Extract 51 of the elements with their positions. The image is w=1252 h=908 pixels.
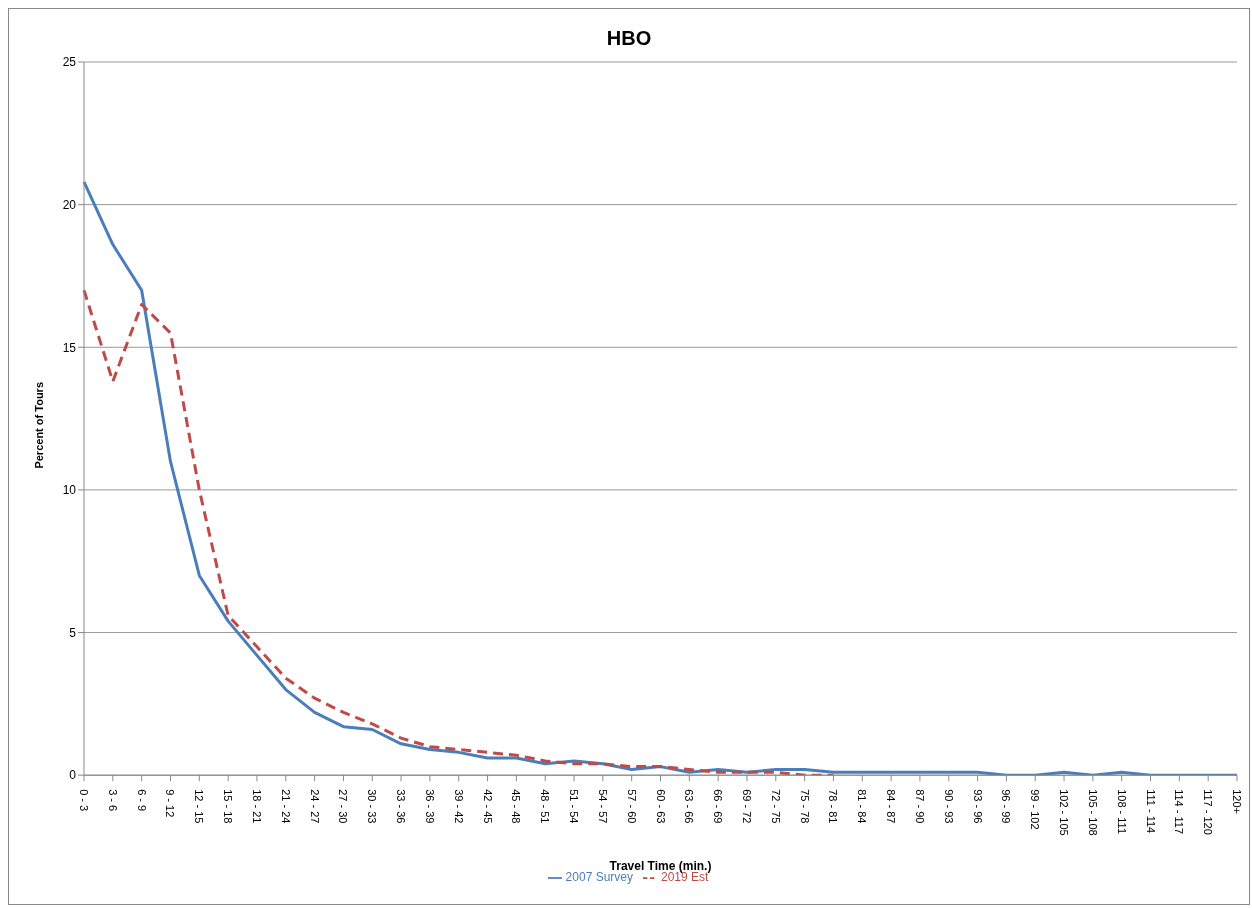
- y-tick-label: 10: [62, 483, 77, 498]
- legend-label: 2007 Survey: [565, 870, 633, 885]
- x-tick-label: 108 - 111: [1115, 789, 1128, 835]
- x-tick-label: 87 - 90: [913, 789, 926, 824]
- x-tick-label: 84 - 87: [885, 789, 898, 824]
- x-tick-label: 15 - 18: [222, 789, 235, 824]
- x-tick-label: 75 - 78: [798, 789, 811, 824]
- y-tick-label: 0: [69, 768, 77, 783]
- x-tick-label: 12 - 15: [193, 789, 206, 824]
- line-series: [82, 288, 835, 776]
- y-axis-title: Percent of Tours: [32, 381, 45, 469]
- x-tick-label: 96 - 99: [1000, 789, 1013, 824]
- x-tick-label: 69 - 72: [740, 789, 753, 824]
- x-tick-label: 54 - 57: [596, 789, 609, 824]
- x-tick-label: 9 - 12: [164, 789, 177, 818]
- chart-title: HBO: [605, 27, 653, 50]
- x-tick-label: 120+: [1231, 789, 1243, 814]
- x-tick-label: 78 - 81: [827, 789, 840, 824]
- x-tick-label: 24 - 27: [308, 789, 321, 824]
- x-tick-label: 36 - 39: [423, 789, 436, 824]
- x-tick-label: 33 - 36: [395, 789, 408, 824]
- x-tick-label: 0 - 3: [78, 789, 90, 812]
- x-tick-label: 72 - 75: [769, 789, 782, 824]
- x-tick-label: 117 - 120: [1202, 789, 1215, 835]
- x-tick-label: 90 - 93: [942, 789, 955, 824]
- x-tick-label: 93 - 96: [971, 789, 984, 824]
- y-tick-label: 25: [62, 55, 77, 70]
- x-tick-label: 60 - 63: [654, 789, 667, 824]
- x-tick-label: 57 - 60: [625, 789, 638, 824]
- x-tick-label: 42 - 45: [481, 789, 494, 824]
- x-tick-label: 21 - 24: [279, 789, 292, 824]
- x-tick-label: 3 - 6: [106, 789, 119, 812]
- x-tick-label: 6 - 9: [135, 789, 148, 812]
- x-tick-label: 111 - 114: [1144, 789, 1157, 834]
- x-tick-label: 18 - 21: [250, 789, 263, 824]
- x-tick-label: 51 - 54: [568, 789, 581, 824]
- y-tick-label: 20: [62, 197, 77, 212]
- x-tick-label: 27 - 30: [337, 789, 350, 824]
- x-tick-label: 48 - 51: [539, 789, 552, 824]
- y-tick-label: 15: [62, 340, 77, 355]
- x-tick-label: 45 - 48: [510, 789, 523, 824]
- x-tick-label: 39 - 42: [452, 789, 465, 824]
- x-tick-label: 66 - 69: [712, 789, 725, 824]
- y-tick-label: 5: [69, 625, 77, 640]
- x-tick-label: 63 - 66: [683, 789, 696, 824]
- x-tick-label: 81 - 84: [856, 789, 869, 824]
- x-tick-label: 30 - 33: [366, 789, 379, 824]
- x-tick-label: 102 - 105: [1058, 789, 1071, 836]
- x-tick-label: 114 - 117: [1173, 789, 1186, 835]
- x-tick-label: 99 - 102: [1029, 789, 1042, 830]
- x-tick-label: 105 - 108: [1086, 789, 1099, 836]
